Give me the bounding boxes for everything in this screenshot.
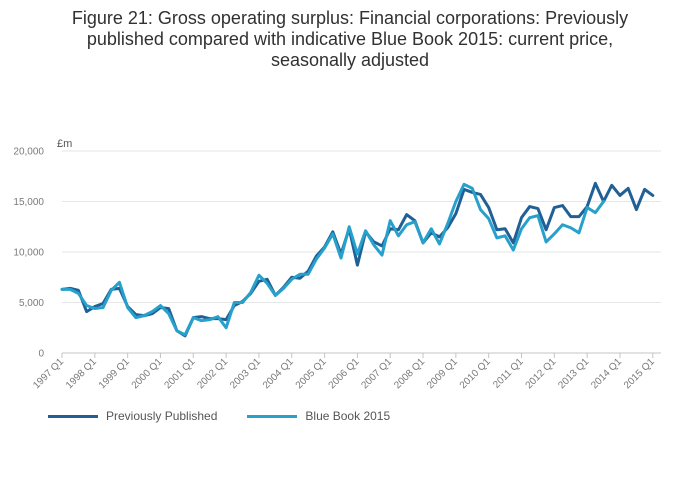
y-tick-label: 0 [38,349,44,360]
x-tick-label: 2006 Q1 [327,356,362,391]
legend-label-previously-published: Previously Published [106,409,218,423]
x-tick-label: 2010 Q1 [458,356,493,391]
x-tick-label: 2012 Q1 [524,356,559,391]
chart-title-line-3: seasonally adjusted [270,50,430,70]
x-tick-label: 2004 Q1 [261,356,296,391]
legend: Previously Published Blue Book 2015 [48,409,390,423]
x-tick-label: 2001 Q1 [162,356,197,391]
x-tick-label: 1999 Q1 [97,356,132,391]
legend-item-previously-published[interactable]: Previously Published [48,409,217,423]
x-tick-label: 2009 Q1 [425,356,460,391]
y-tick-label: 20,000 [13,147,44,158]
series-line-blue-book-2015[interactable] [60,182,606,337]
x-tick-label: 2007 Q1 [359,356,394,391]
x-tick-label: 2002 Q1 [195,356,230,391]
x-tick-label: 2015 Q1 [622,356,657,391]
y-axis-unit-label: £m [57,138,72,150]
chart-title-line-2: published compared with indicative Blue … [86,29,614,49]
x-tick-label: 2014 Q1 [589,356,624,391]
y-tick-label: 10,000 [13,248,44,259]
x-tick-label: 2003 Q1 [228,356,263,391]
legend-label-blue-book-2015: Blue Book 2015 [305,409,391,423]
x-tick-label: 2000 Q1 [130,356,165,391]
legend-swatch-blue-book-2015 [247,414,298,418]
x-tick-label: 1998 Q1 [64,356,99,391]
x-tick-label: 2008 Q1 [392,356,427,391]
x-tick-label: 2013 Q1 [556,356,591,391]
legend-swatch-previously-published [48,414,98,418]
chart-title-line-1: Figure 21: Gross operating surplus: Fina… [71,8,629,28]
chart-title: Figure 21: Gross operating surplus: Fina… [0,8,700,71]
x-tick-label: 2011 Q1 [491,356,526,391]
y-tick-label: 15,000 [13,197,44,208]
y-tick-label: 5,000 [19,298,44,309]
series-lines [60,181,655,338]
legend-item-blue-book-2015[interactable]: Blue Book 2015 [247,409,390,423]
x-tick-label: 2005 Q1 [294,356,329,391]
x-tick-label: 1997 Q1 [31,356,66,391]
